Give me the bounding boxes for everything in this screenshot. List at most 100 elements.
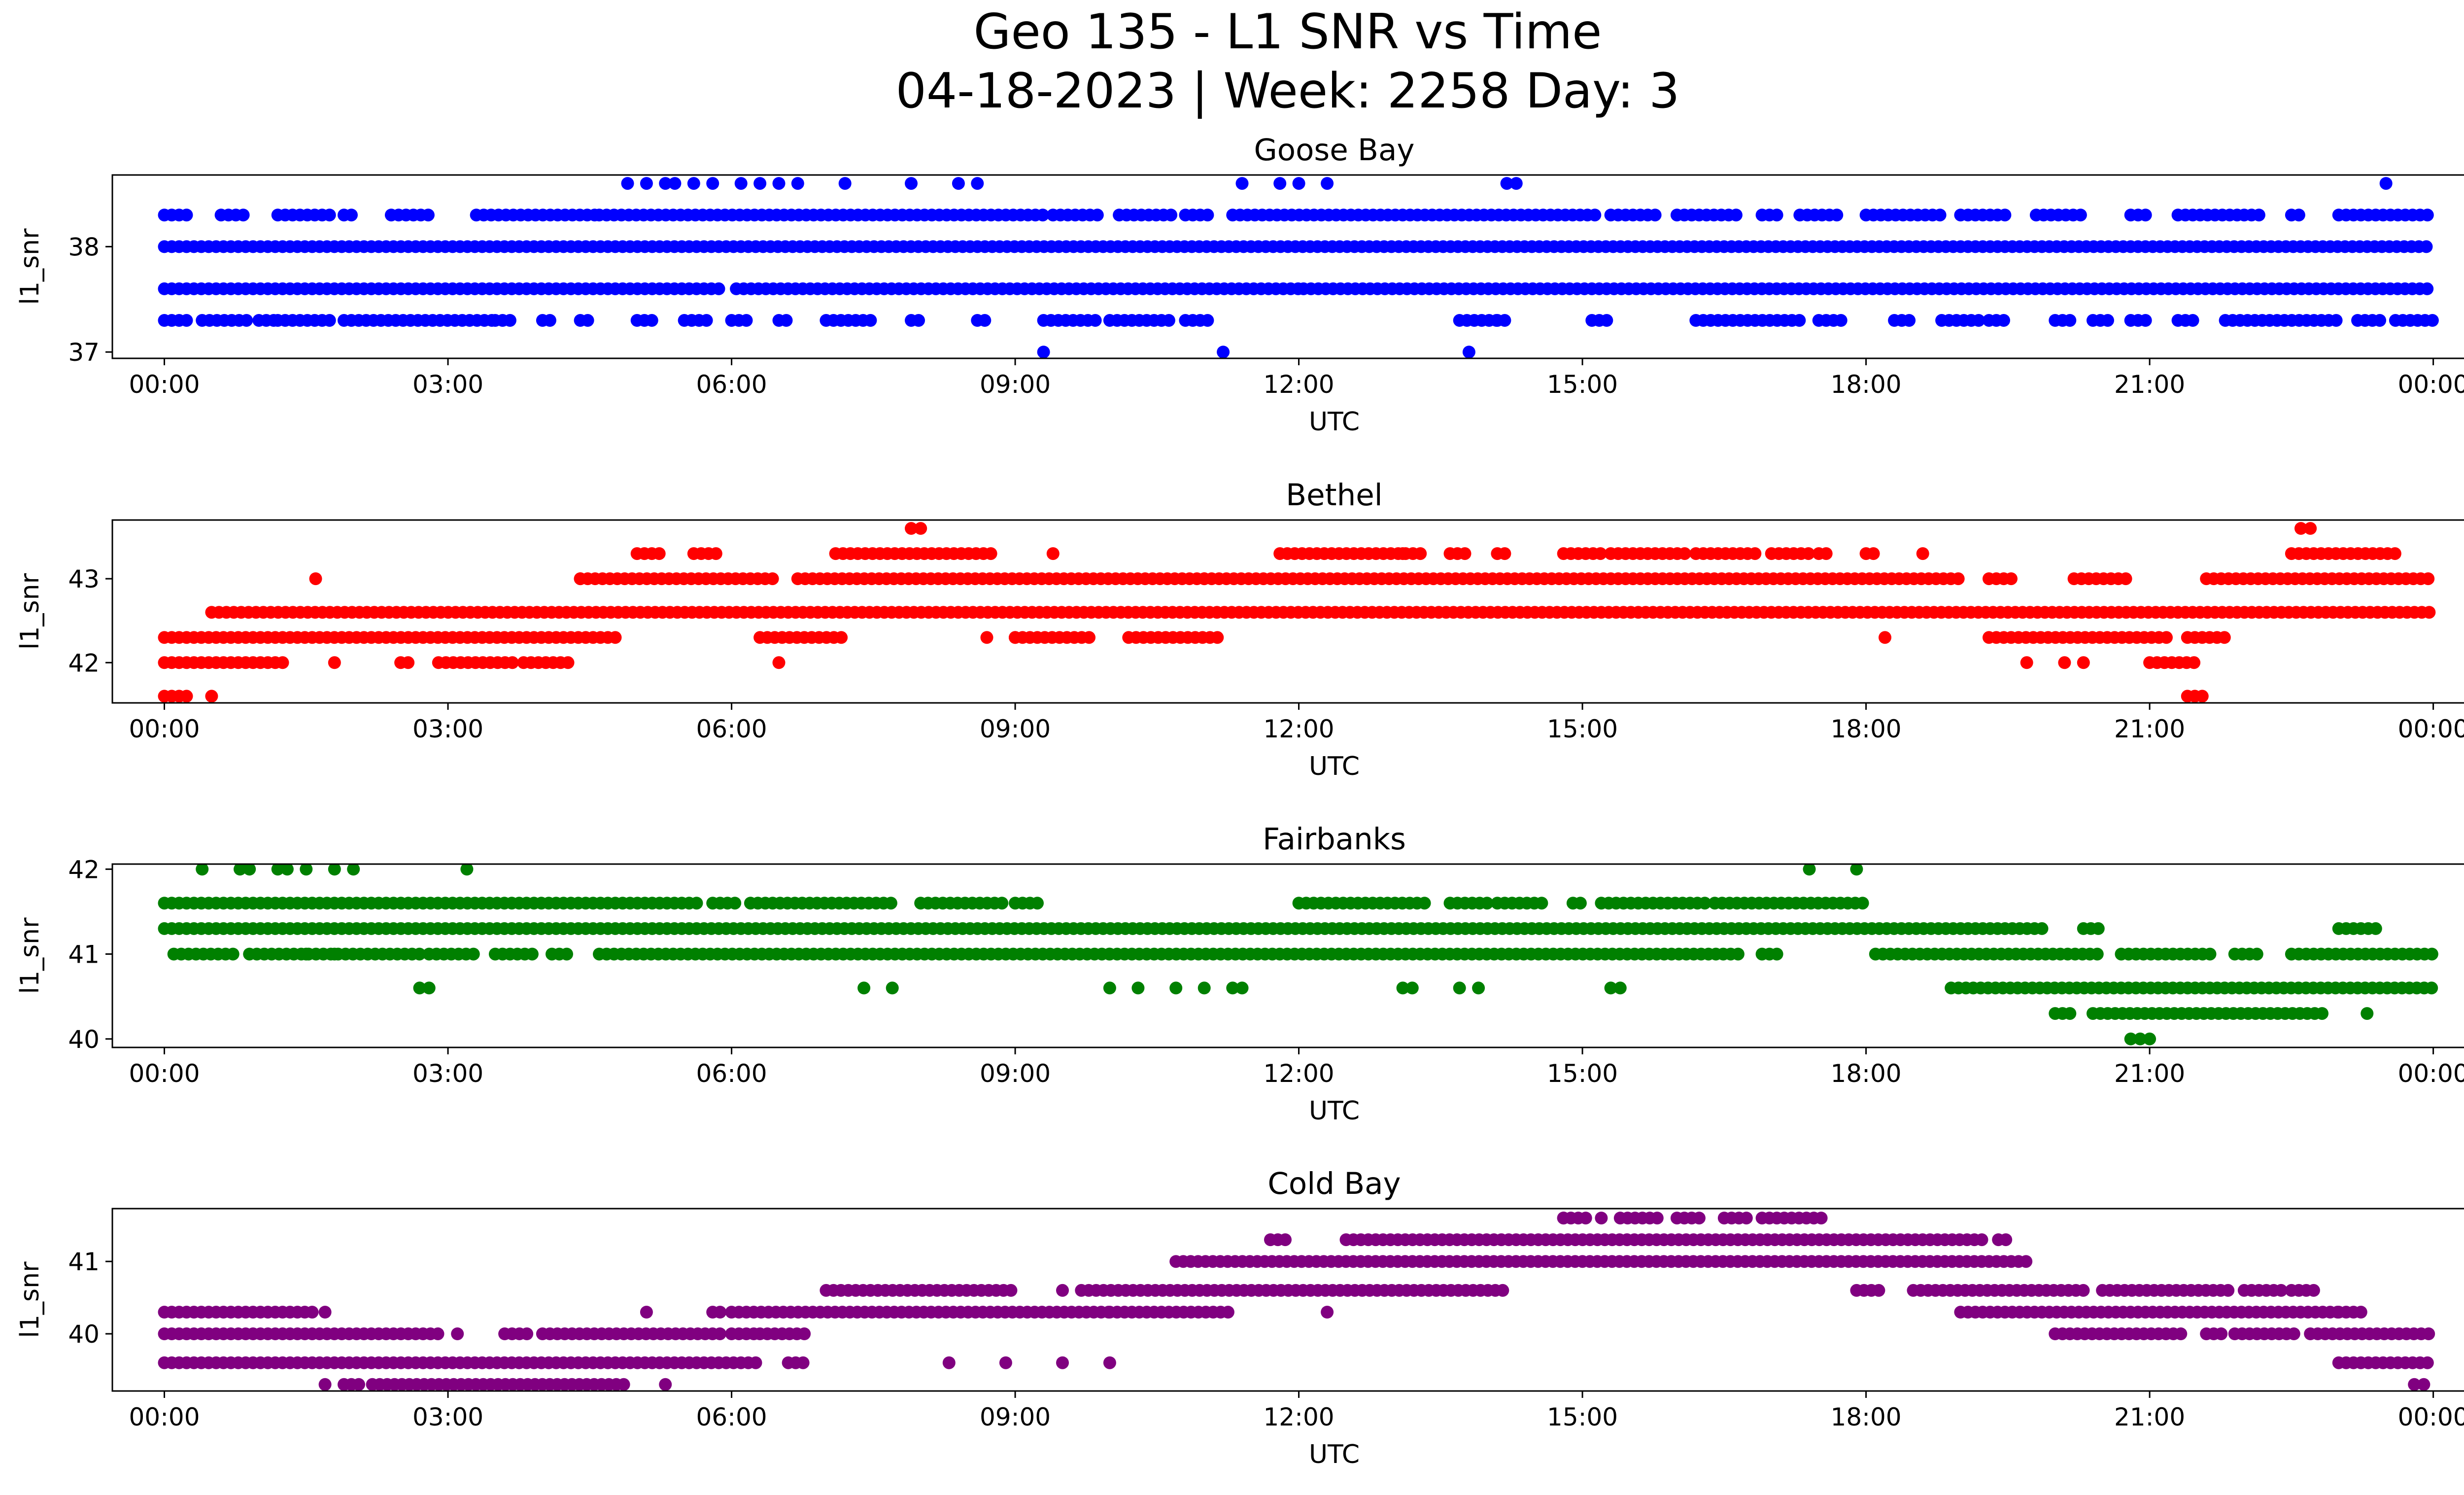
data-point [1731,947,1745,961]
x-tick-label: 00:00 [129,1403,200,1431]
data-point [2203,947,2217,961]
x-tick-label: 18:00 [1831,1403,1902,1431]
data-point [1217,346,1230,358]
data-point [709,547,722,560]
data-point [2124,1032,2137,1045]
data-point [1594,547,1607,560]
data-point [318,1306,332,1319]
data-point [1740,1212,1753,1225]
data-point [1036,209,1049,222]
data-point [1814,1212,1828,1225]
x-tick-label: 03:00 [412,370,483,399]
figure-title-line1: Geo 135 - L1 SNR vs Time [974,4,1602,60]
data-point [645,314,658,327]
scatter-points [158,522,2436,703]
data-point [2420,240,2433,253]
y-axis-label: l1_snr [15,228,45,305]
data-point [300,947,313,961]
data-point [300,864,313,876]
data-point [2422,572,2435,586]
data-point [1613,981,1627,995]
x-axis-label: UTC [1309,1096,1360,1126]
data-point [1046,547,1060,560]
data-point [1462,346,1475,358]
data-point [2304,522,2317,535]
subplot-bethel: Bethel 00:00 03:00 06:00 09:00 12:00 15:00 18:0… [15,478,2464,781]
data-point [2292,209,2305,222]
x-tick-label: 12:00 [1264,715,1335,743]
data-point [2287,1327,2300,1340]
data-point [525,947,539,961]
x-tick-label: 21:00 [2114,715,2185,743]
x-tick-label: 00:00 [2398,1059,2464,1088]
y-axis-label: l1_snr [15,573,45,650]
x-tick-label: 21:00 [2114,1059,2185,1088]
data-point [1162,314,1175,327]
data-point [1793,314,1806,327]
data-point [2422,1327,2435,1340]
x-tick-label: 03:00 [412,715,483,743]
data-point [1321,177,1334,190]
scatter-points [158,177,2439,358]
subplot-title: Cold Bay [1267,1166,1401,1201]
data-point [1226,981,1239,995]
data-point [413,981,426,995]
data-point [1997,314,2010,327]
x-tick-label: 12:00 [1264,1059,1335,1088]
data-point [431,1327,445,1340]
data-point [2091,922,2105,935]
y-tick-label: 41 [68,1248,100,1276]
x-tick-label: 00:00 [129,715,200,743]
data-point [1588,209,1602,222]
data-point [328,656,341,669]
x-tick-label: 00:00 [129,370,200,399]
subplot-fairbanks: Fairbanks 00:00 03:00 06:00 09:00 12:00 15:00 1… [15,822,2464,1126]
data-point [1557,1212,1570,1225]
data-point [422,981,436,995]
data-point [328,947,341,961]
data-point [347,864,360,876]
data-point [1396,981,1409,995]
data-point [1972,314,1985,327]
subplot-goose-bay: Goose Bay 00:00 03:00 06:00 09:00 12:00 15:00 1… [15,133,2464,437]
data-point [2160,631,2173,644]
data-point [2373,314,2387,327]
data-point [772,656,786,669]
data-point [1498,547,1511,560]
data-point [1472,981,1485,995]
figure-title-line2: 04-18-2023 | Week: 2258 Day: 3 [896,63,1680,119]
data-point [659,177,672,190]
x-tick-label: 12:00 [1264,370,1335,399]
data-point [1103,981,1116,995]
data-point [728,897,742,910]
x-tick-label: 03:00 [412,1059,483,1088]
data-point [1292,177,1305,190]
data-point [914,522,927,535]
data-point [2005,572,2018,586]
data-point [1574,897,1587,910]
x-tick-label: 06:00 [696,1403,767,1431]
data-point [2379,177,2393,190]
data-point [460,864,474,876]
data-point [2408,1378,2421,1391]
x-tick-label: 18:00 [1831,370,1902,399]
data-point [2250,947,2263,961]
data-point [2063,314,2077,327]
x-tick-label: 09:00 [980,370,1051,399]
data-point [1903,314,1916,327]
x-tick-label: 00:00 [129,1059,200,1088]
data-point [884,897,897,910]
y-tick-label: 41 [68,940,100,969]
data-point [2133,1032,2147,1045]
data-point [984,547,997,560]
data-point [706,177,719,190]
data-point [1031,897,1044,910]
data-point [1975,1233,1988,1247]
data-point [1009,631,1022,644]
data-point [942,1356,956,1369]
data-point [1692,1212,1706,1225]
data-point [1802,547,1815,560]
data-point [280,864,294,876]
x-tick-label: 15:00 [1547,715,1618,743]
